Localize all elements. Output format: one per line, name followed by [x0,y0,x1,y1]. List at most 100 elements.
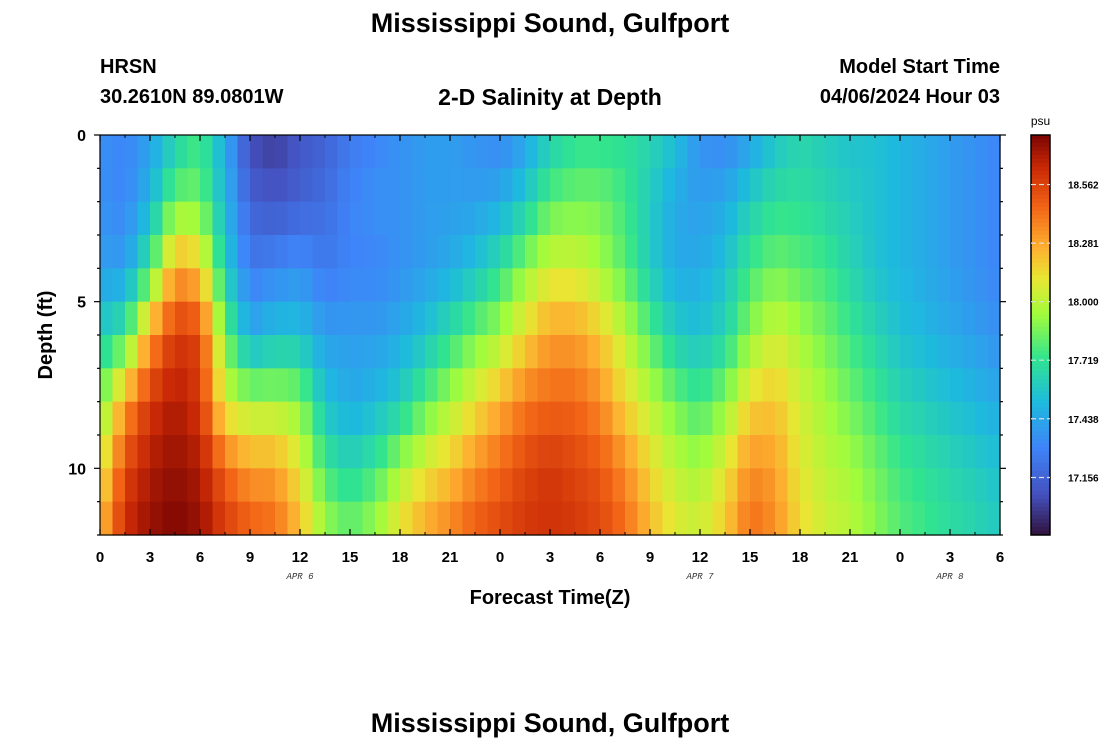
heatmap-cell [475,301,489,336]
heatmap-cell [962,268,976,303]
colorbar-segment [1031,363,1050,368]
heatmap-cell [587,201,601,236]
heatmap-cell [750,435,764,469]
heatmap-cell [750,268,764,303]
heatmap-cell [525,401,539,436]
heatmap-cell [287,468,301,503]
heatmap-cell [475,368,489,403]
heatmap-cell [875,435,889,469]
heatmap-cell [887,135,901,169]
colorbar-segment [1031,343,1050,348]
heatmap-cell [762,301,776,336]
heatmap-cell [512,368,526,403]
heatmap-cell [837,435,851,469]
heatmap-cell [875,168,889,203]
heatmap-cell [550,368,564,403]
heatmap-cell [400,501,414,536]
heatmap-cell [550,268,564,303]
heatmap-cell [425,268,439,303]
heatmap-cell [787,268,801,303]
heatmap-cell [375,468,389,503]
heatmap-cell [675,168,689,203]
heatmap-cell [875,401,889,436]
heatmap-cell [225,435,239,469]
heatmap-cell [750,235,764,269]
heatmap-cell [812,268,826,303]
heatmap-cell [987,135,1001,169]
heatmap-cell [675,401,689,436]
heatmap-cell [750,335,764,369]
heatmap-cell [762,235,776,269]
heatmap-cell [262,435,276,469]
heatmap-cell [562,501,576,536]
heatmap-cell [925,468,939,503]
heatmap-cell [225,168,239,203]
heatmap-cell [562,135,576,169]
heatmap-cell [487,401,501,436]
heatmap-cell [262,235,276,269]
colorbar-segment [1031,527,1050,532]
heatmap-cell [775,335,789,369]
heatmap-cell [662,335,676,369]
heatmap-cell [137,501,151,536]
colorbar-segment [1031,187,1050,192]
heatmap-cell [550,468,564,503]
heatmap-cell [587,501,601,536]
heatmap-cell [587,168,601,203]
heatmap-cell [900,335,914,369]
heatmap-cell [762,335,776,369]
x-tick-label: 3 [946,549,954,566]
heatmap-cell [625,468,639,503]
heatmap-cell [637,268,651,303]
heatmap-cell [300,501,314,536]
heatmap-cell [687,301,701,336]
heatmap-cell [350,235,364,269]
heatmap-cell [275,235,289,269]
heatmap-cell [237,501,251,536]
heatmap-cell [812,335,826,369]
x-tick-label: 9 [646,549,654,566]
heatmap-cell [300,401,314,436]
heatmap-cell [637,501,651,536]
heatmap-cell [737,368,751,403]
heatmap-cell [925,335,939,369]
heatmap-cell [525,201,539,236]
heatmap-cell [162,368,176,403]
heatmap-cell [512,201,526,236]
heatmap-cell [700,401,714,436]
colorbar-segment [1031,271,1050,276]
heatmap-cell [687,168,701,203]
heatmap-cell [837,335,851,369]
colorbar-segment [1031,139,1050,144]
heatmap-cell [287,335,301,369]
heatmap-cell [887,401,901,436]
heatmap-cell [487,135,501,169]
colorbar-segment [1031,423,1050,428]
heatmap-cell [550,335,564,369]
heatmap-cell [350,201,364,236]
heatmap-cell [575,401,589,436]
heatmap-cell [225,401,239,436]
heatmap-cell [312,435,326,469]
heatmap-cell [375,301,389,336]
heatmap-cell [900,235,914,269]
x-tick-label: 21 [842,549,859,566]
heatmap-cell [462,368,476,403]
heatmap-cell [587,368,601,403]
heatmap-cell [687,268,701,303]
heatmap-cell [212,235,226,269]
heatmap-cell [475,435,489,469]
heatmap-cell [350,268,364,303]
heatmap-cell [175,268,189,303]
heatmap-cell [175,201,189,236]
heatmap-cell [262,501,276,536]
heatmap-cell [437,235,451,269]
heatmap-cell [112,368,126,403]
heatmap-cell [275,135,289,169]
heatmap-cell [162,168,176,203]
heatmap-cell [162,135,176,169]
heatmap-cell [850,301,864,336]
heatmap-cell [775,401,789,436]
heatmap-cell [125,201,139,236]
heatmap-cell [525,435,539,469]
